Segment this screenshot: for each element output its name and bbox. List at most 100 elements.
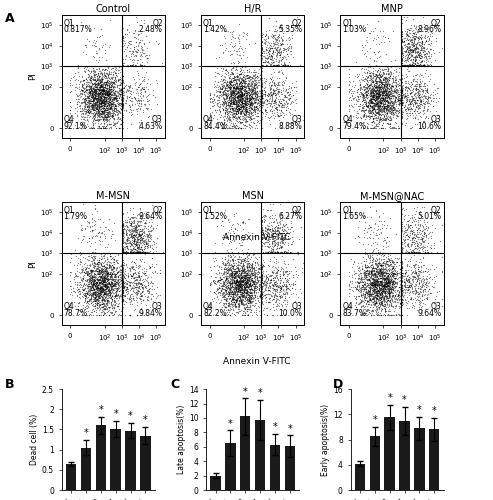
Point [363,282,371,290]
Point [246,100,254,108]
Point [100,288,107,296]
Point [85,256,93,264]
Point [258,56,266,64]
Point [237,270,245,278]
Point [133,87,141,95]
Point [240,90,247,98]
Point [397,50,405,58]
Point [237,66,245,74]
Point [258,232,266,239]
Point [389,114,397,122]
Point [369,238,377,246]
Point [276,284,283,292]
Point [397,282,405,290]
Point [372,87,380,95]
Point [88,94,96,102]
Point [371,83,379,91]
Point [244,256,251,264]
Point [119,266,127,274]
Point [103,261,110,269]
Point [242,108,250,116]
Point [235,284,243,292]
Point [277,40,285,48]
Point [362,36,370,44]
Point [378,108,386,116]
Point [376,110,384,118]
Point [410,44,418,52]
Point [265,52,273,60]
Point [252,103,260,111]
Point [417,282,424,290]
Point [88,118,96,126]
Point [381,87,389,95]
Point [230,274,238,282]
Point [91,106,99,114]
Point [423,290,431,298]
Point [115,106,123,114]
Point [284,104,292,112]
Point [278,264,286,272]
Point [257,75,265,83]
Point [232,109,240,117]
Point [219,290,227,298]
Point [144,296,152,304]
Point [245,270,252,278]
Point [422,282,430,290]
Point [376,52,384,60]
Point [411,59,419,67]
Point [237,257,245,265]
Point [384,308,392,316]
Point [100,76,107,84]
Point [372,272,380,280]
Point [92,98,100,106]
Point [98,64,106,72]
Point [136,86,144,94]
Point [230,276,238,284]
Point [265,44,273,52]
Point [241,271,248,279]
Point [246,292,254,300]
Point [274,248,282,256]
Point [221,89,229,97]
Point [257,71,265,79]
Point [264,32,272,40]
Point [108,262,116,270]
Point [100,104,108,112]
Point [109,95,117,103]
Point [241,294,249,302]
Point [284,62,292,70]
Point [90,88,98,96]
Point [419,107,426,115]
Point [375,100,383,108]
Point [236,92,244,100]
Point [258,46,266,54]
Point [89,124,97,132]
Point [387,224,394,232]
Point [96,72,104,80]
Point [146,264,154,272]
Point [364,98,372,106]
Point [87,250,95,258]
Point [225,279,233,287]
Point [91,205,99,213]
Point [374,91,382,99]
Point [397,277,405,285]
Point [403,95,411,103]
Point [403,272,411,280]
Point [127,240,135,248]
Point [258,235,266,243]
Point [246,112,254,120]
Point [404,91,412,99]
Point [236,79,244,87]
Point [370,301,378,309]
Point [420,282,428,290]
Point [382,263,390,271]
Point [387,286,395,294]
Point [138,281,146,289]
Point [382,286,390,294]
Point [291,26,299,34]
Point [369,281,377,289]
Point [377,281,385,289]
Point [365,272,373,280]
Point [369,298,377,306]
